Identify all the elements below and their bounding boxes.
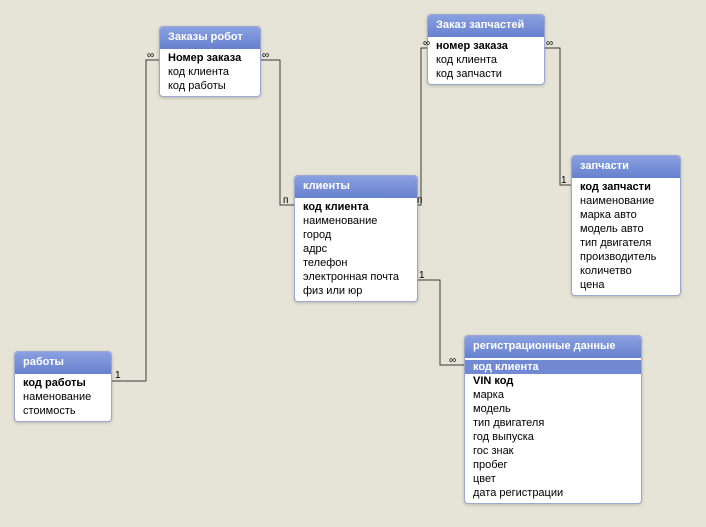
table-body: код запчастинаименованиемарка автомодель… [572, 178, 680, 295]
field[interactable]: дата регистрации [465, 486, 641, 500]
field[interactable]: код запчасти [572, 180, 680, 194]
connector-works_order-to-works [110, 60, 159, 381]
field[interactable]: наменование [15, 390, 111, 404]
cardinality-label: ∞ [262, 50, 269, 61]
field[interactable]: марка авто [572, 208, 680, 222]
field[interactable]: код запчасти [428, 67, 544, 81]
field[interactable]: тип двигателя [572, 236, 680, 250]
field[interactable]: город [295, 228, 417, 242]
field[interactable]: код клиента [465, 360, 641, 374]
table-body: код клиентанаименованиегородадрстелефонэ… [295, 198, 417, 301]
table-header[interactable]: Заказ запчастей [428, 15, 544, 37]
field[interactable]: телефон [295, 256, 417, 270]
field[interactable]: электронная почта [295, 270, 417, 284]
connector-parts_order-to-parts [543, 48, 571, 185]
table-works_order[interactable]: Заказы роботНомер заказакод клиентакод р… [159, 26, 261, 97]
field[interactable]: модель авто [572, 222, 680, 236]
cardinality-label: 1 [115, 370, 121, 381]
field[interactable]: код клиента [428, 53, 544, 67]
field[interactable]: пробег [465, 458, 641, 472]
table-works[interactable]: работыкод работынаменованиестоимость [14, 351, 112, 422]
er-diagram-canvas: Заказы роботНомер заказакод клиентакод р… [0, 0, 706, 527]
field[interactable]: марка [465, 388, 641, 402]
field[interactable]: код работы [160, 79, 260, 93]
table-header[interactable]: клиенты [295, 176, 417, 198]
table-body: Номер заказакод клиентакод работы [160, 49, 260, 96]
field[interactable]: гос знак [465, 444, 641, 458]
table-parts[interactable]: запчастикод запчастинаименованиемарка ав… [571, 155, 681, 296]
field[interactable]: номер заказа [428, 39, 544, 53]
table-header[interactable]: регистрационные данные [465, 336, 641, 358]
field[interactable]: код клиента [295, 200, 417, 214]
field[interactable]: тип двигателя [465, 416, 641, 430]
field[interactable]: модель [465, 402, 641, 416]
cardinality-label: ∞ [147, 50, 154, 61]
field[interactable]: VIN код [465, 374, 641, 388]
field[interactable]: физ или юр [295, 284, 417, 298]
connector-works_order-to-clients [259, 60, 294, 205]
cardinality-label: п [283, 195, 288, 206]
table-body: код клиентаVIN кодмаркамодельтип двигате… [465, 358, 641, 503]
field[interactable]: наименование [295, 214, 417, 228]
field[interactable]: цена [572, 278, 680, 292]
field[interactable]: наименование [572, 194, 680, 208]
field[interactable]: стоимость [15, 404, 111, 418]
cardinality-label: ∞ [546, 38, 553, 49]
field[interactable]: код работы [15, 376, 111, 390]
table-parts_order[interactable]: Заказ запчастейномер заказакод клиентако… [427, 14, 545, 85]
table-body: номер заказакод клиентакод запчасти [428, 37, 544, 84]
table-clients[interactable]: клиентыкод клиентанаименованиегородадрст… [294, 175, 418, 302]
table-header[interactable]: работы [15, 352, 111, 374]
field[interactable]: адрс [295, 242, 417, 256]
cardinality-label: п [417, 195, 422, 206]
table-header[interactable]: запчасти [572, 156, 680, 178]
table-reg_data[interactable]: регистрационные данныекод клиентаVIN код… [464, 335, 642, 504]
field[interactable]: производитель [572, 250, 680, 264]
table-header[interactable]: Заказы робот [160, 27, 260, 49]
cardinality-label: ∞ [423, 38, 430, 49]
field[interactable]: код клиента [160, 65, 260, 79]
field[interactable]: цвет [465, 472, 641, 486]
field[interactable]: Номер заказа [160, 51, 260, 65]
field[interactable]: год выпуска [465, 430, 641, 444]
cardinality-label: ∞ [449, 355, 456, 366]
cardinality-label: 1 [561, 175, 567, 186]
connector-clients-to-reg_data [416, 280, 464, 365]
cardinality-label: 1 [419, 270, 425, 281]
table-body: код работынаменованиестоимость [15, 374, 111, 421]
field[interactable]: количетво [572, 264, 680, 278]
